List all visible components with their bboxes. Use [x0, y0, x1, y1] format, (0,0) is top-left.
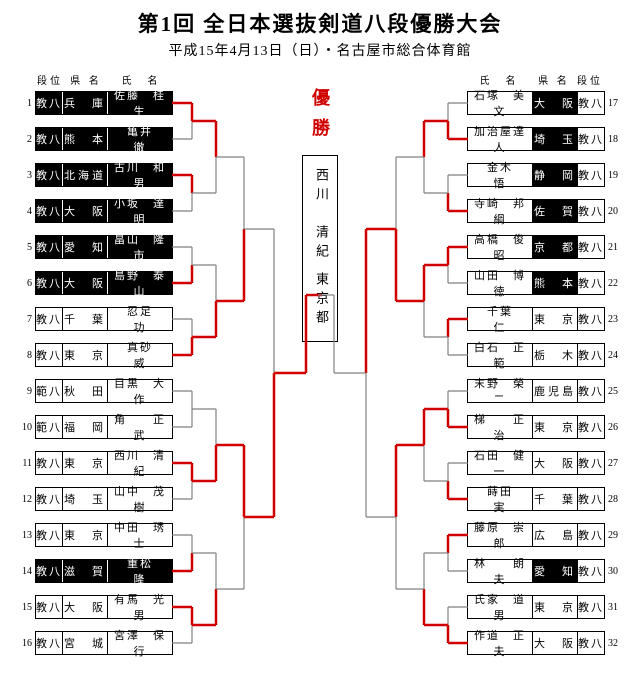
entry-row: 12教八埼 玉山中 茂樹: [18, 481, 173, 517]
entry-row: 31教八東 京氏家 道男: [467, 589, 622, 625]
entry-row: 9範八秋 田目黒 大作: [18, 373, 173, 409]
entry-number: 23: [605, 314, 622, 325]
entry-row: 20教八佐 賀寺崎 邦綱: [467, 193, 622, 229]
entry-number: 9: [18, 386, 35, 397]
bracket-lines-right: [318, 85, 468, 675]
entry-row: 29教八広 島藤原 崇郎: [467, 517, 622, 553]
champion-label: 優勝: [307, 88, 333, 148]
entry-row: 27教八大 阪石田 健一: [467, 445, 622, 481]
entry-row: 22教八熊 本山田 博徳: [467, 265, 622, 301]
entry-row: 26教八東 京梯 正治: [467, 409, 622, 445]
winner-pref: 東京都: [314, 272, 329, 329]
entry-number: 7: [18, 314, 35, 325]
entry-number: 11: [18, 458, 35, 469]
entry-number: 29: [605, 530, 622, 541]
entry-row: 32教八大 阪作道 正夫: [467, 625, 622, 661]
entry-number: 10: [18, 422, 35, 433]
entry-number: 13: [18, 530, 35, 541]
entry-number: 1: [18, 98, 35, 109]
entry-number: 27: [605, 458, 622, 469]
entry-number: 12: [18, 494, 35, 505]
entry-number: 6: [18, 278, 35, 289]
entry-number: 5: [18, 242, 35, 253]
entry-number: 30: [605, 566, 622, 577]
entry-row: 7教八千 葉忍足 功: [18, 301, 173, 337]
entry-number: 21: [605, 242, 622, 253]
entry-row: 24教八栃 木白石 正範: [467, 337, 622, 373]
entry-row: 11教八東 京西川 清紀: [18, 445, 173, 481]
entry-row: 1教八兵 庫佐藤 桂生: [18, 85, 173, 121]
entry-number: 19: [605, 170, 622, 181]
entry-row: 13教八東 京中田 琇士: [18, 517, 173, 553]
entry-row: 15教八大 阪有馬 光男: [18, 589, 173, 625]
entry-row: 28教八千 葉蒔田 実: [467, 481, 622, 517]
entry-row: 25教八鹿児島末野 榮二: [467, 373, 622, 409]
page-title: 第1回 全日本選抜剣道八段優勝大会: [0, 0, 640, 38]
entry-number: 17: [605, 98, 622, 109]
entry-row: 19教八静 岡金木 悟: [467, 157, 622, 193]
winner-name: 西川 清紀: [314, 168, 329, 263]
bracket-lines-left: [172, 85, 322, 675]
entry-row: 3教八北海道古川 和男: [18, 157, 173, 193]
entry-number: 28: [605, 494, 622, 505]
entry-row: 8教八東 京真砂 威: [18, 337, 173, 373]
entry-number: 20: [605, 206, 622, 217]
entry-number: 15: [18, 602, 35, 613]
entry-row: 14教八滋 賀重松 隆: [18, 553, 173, 589]
entry-row: 4教八大 阪小坂 達明: [18, 193, 173, 229]
entry-row: 18教八埼 玉加治屋達人: [467, 121, 622, 157]
entry-row: 30教八愛 知林 朗夫: [467, 553, 622, 589]
entry-number: 3: [18, 170, 35, 181]
entry-number: 8: [18, 350, 35, 361]
entry-number: 31: [605, 602, 622, 613]
entry-number: 32: [605, 638, 622, 649]
entry-number: 2: [18, 134, 35, 145]
entry-row: 6教八大 阪島野 泰山: [18, 265, 173, 301]
entry-row: 10範八福 岡角 正武: [18, 409, 173, 445]
entry-row: 21教八京 都高橋 俊昭: [467, 229, 622, 265]
entry-row: 16教八宮 城宮澤 保行: [18, 625, 173, 661]
entry-number: 25: [605, 386, 622, 397]
entry-number: 26: [605, 422, 622, 433]
entry-number: 18: [605, 134, 622, 145]
entry-number: 14: [18, 566, 35, 577]
entry-number: 4: [18, 206, 35, 217]
page-subtitle: 平成15年4月13日（日）・名古屋市総合体育館: [0, 38, 640, 60]
entry-row: 5教八愛 知畠山 隆市: [18, 229, 173, 265]
right-bracket-entries: 17教八大 阪石塚 美文18教八埼 玉加治屋達人19教八静 岡金木 悟20教八佐…: [467, 85, 622, 661]
winner-box: 西川 清紀 東京都: [302, 155, 338, 342]
left-bracket-entries: 1教八兵 庫佐藤 桂生2教八熊 本亀井 徹3教八北海道古川 和男4教八大 阪小坂…: [18, 85, 173, 661]
entry-number: 16: [18, 638, 35, 649]
entry-number: 22: [605, 278, 622, 289]
entry-number: 24: [605, 350, 622, 361]
entry-row: 17教八大 阪石塚 美文: [467, 85, 622, 121]
entry-row: 23教八東 京千葉 仁: [467, 301, 622, 337]
entry-row: 2教八熊 本亀井 徹: [18, 121, 173, 157]
